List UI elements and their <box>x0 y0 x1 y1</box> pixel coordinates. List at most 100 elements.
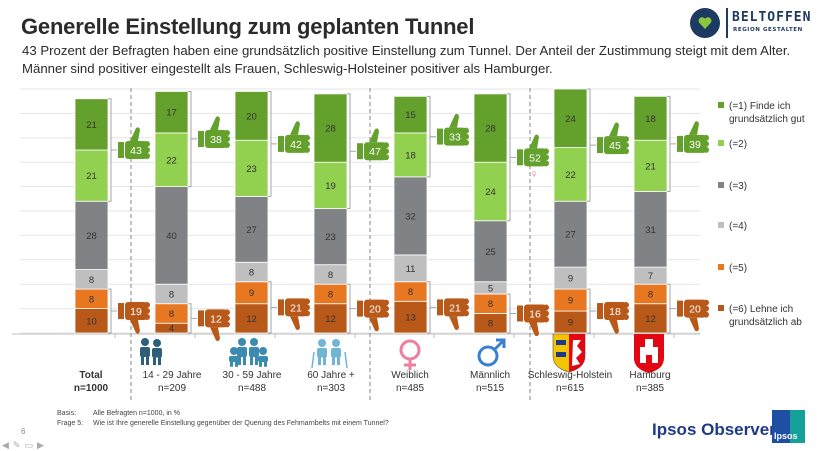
thumb-knuckle <box>144 141 150 147</box>
thumb-knuckle <box>703 311 709 318</box>
category-label: Männlich n=515 <box>445 369 535 395</box>
thumb-knuckle <box>144 147 150 153</box>
bottom2-value-label: 20 <box>369 304 381 316</box>
bar-value-label: 12 <box>645 314 656 325</box>
thumb-knuckle <box>383 305 389 312</box>
slide-nav-controls[interactable]: ◀✎▭▶ <box>2 440 48 451</box>
legend-label: (=5) <box>729 263 748 274</box>
thumb-cuff <box>677 135 683 152</box>
legend-label: (=6) Lehne ich <box>729 304 794 315</box>
person-head <box>318 339 326 347</box>
page-number: 6 <box>21 427 26 436</box>
category-name: 14 - 29 Jahre <box>142 370 202 381</box>
bar-value-label: 10 <box>86 316 97 327</box>
person-leg <box>323 356 326 366</box>
thumb-knuckle <box>543 304 549 311</box>
bar-value-label: 28 <box>325 124 336 135</box>
female-circle <box>399 339 421 361</box>
thumbs-down-icon: 18 <box>597 302 629 334</box>
bottom2-bracket <box>427 281 436 334</box>
bar-segment <box>393 95 428 134</box>
crest-castle-gate <box>646 355 652 363</box>
elderly-couple-icon <box>311 339 348 369</box>
walking-cane <box>311 351 315 369</box>
schleswig-holstein-crest-icon <box>552 333 586 373</box>
bar-value-label: 8 <box>408 287 413 298</box>
category-sample-size: n=303 <box>316 383 346 394</box>
thumb-digit <box>290 121 300 135</box>
bottom2-bracket <box>347 283 356 334</box>
bottom2-value-label: 19 <box>130 306 142 318</box>
thumb-knuckle <box>304 140 310 147</box>
top2-value-label: 52 <box>529 152 541 164</box>
bottom2-value-label: 21 <box>290 302 302 314</box>
thumb-cuff <box>198 131 204 148</box>
bar-value-label: 22 <box>565 170 576 181</box>
bar-value-label: 21 <box>645 161 656 172</box>
thumb-knuckle <box>224 142 230 149</box>
beltoffen-logo: BELTOFFEN REGION GESTALTEN <box>690 8 810 38</box>
bar-value-label: 21 <box>86 171 97 182</box>
slides-icon[interactable]: ▭ <box>24 440 37 450</box>
category-label: Schleswig-Holstein n=615 <box>525 369 615 395</box>
footnote: Basis: Alle Befragten n=1000, in % Frage … <box>57 409 389 429</box>
legend-swatch <box>718 102 724 108</box>
thumb-knuckle <box>383 142 389 149</box>
bar-segment <box>313 208 348 266</box>
thumb-knuckle <box>623 148 629 155</box>
thumb-knuckle <box>304 304 310 311</box>
thumb-knuckle <box>224 315 230 322</box>
thumbs-down-icon: 20 <box>357 299 389 332</box>
bar-value-label: 4 <box>169 324 174 335</box>
thumb-knuckle <box>224 309 230 316</box>
person-body <box>331 348 341 358</box>
person-head <box>238 338 246 346</box>
thumb-cuff <box>357 300 363 317</box>
person-leg <box>332 356 335 366</box>
thumbs-down-icon: 16 <box>517 304 549 337</box>
thumb-knuckle <box>224 130 230 137</box>
thumbs-up-icon: 33 <box>437 113 469 146</box>
pen-icon[interactable]: ✎ <box>12 440 25 450</box>
thumb-cuff <box>677 300 683 317</box>
bar-segment <box>393 254 428 283</box>
legend-item: (=2) <box>718 138 747 151</box>
thumb-knuckle <box>144 153 150 159</box>
thumb-digit <box>290 316 300 331</box>
thumb-digit <box>689 121 699 135</box>
logo-name: BELTOFFEN <box>732 10 812 25</box>
thumb-knuckle <box>623 142 629 149</box>
top2-bracket <box>108 98 117 202</box>
category-name: Total <box>79 370 103 381</box>
category-sample-size: n=385 <box>635 383 665 394</box>
bottom2-value-label: 20 <box>689 304 701 316</box>
thumb-knuckle <box>463 133 469 140</box>
bar-value-label: 32 <box>405 211 416 222</box>
thumb-hand <box>364 299 386 318</box>
bar-segment <box>553 88 588 148</box>
bar-value-label: 22 <box>166 155 177 166</box>
prev-slide-icon[interactable]: ◀ <box>2 440 13 450</box>
thumb-digit <box>449 316 459 331</box>
bottom2-value-label: 16 <box>529 308 541 320</box>
person-leg <box>255 356 258 365</box>
bar-value-label: 8 <box>488 319 493 330</box>
bar-value-label: 9 <box>249 288 254 299</box>
bar-segment <box>154 91 189 134</box>
person-body <box>258 356 268 362</box>
category-name: 60 Jahre + <box>307 370 355 381</box>
top2-value-label: 42 <box>290 139 302 151</box>
person-leg <box>243 356 246 365</box>
person-leg <box>235 361 238 367</box>
thumb-knuckle <box>703 299 709 306</box>
thumb-cuff <box>517 305 523 322</box>
legend-item: (=4) <box>718 220 747 233</box>
bar-segment <box>473 220 508 283</box>
next-slide-icon[interactable]: ▶ <box>36 440 48 450</box>
person-body <box>237 347 247 357</box>
category-label: 14 - 29 Jahre n=209 <box>127 369 217 395</box>
thumb-knuckle <box>224 136 230 143</box>
walking-cane <box>344 351 348 369</box>
thumb-hand <box>285 298 307 317</box>
category-sample-size: n=615 <box>555 383 585 394</box>
